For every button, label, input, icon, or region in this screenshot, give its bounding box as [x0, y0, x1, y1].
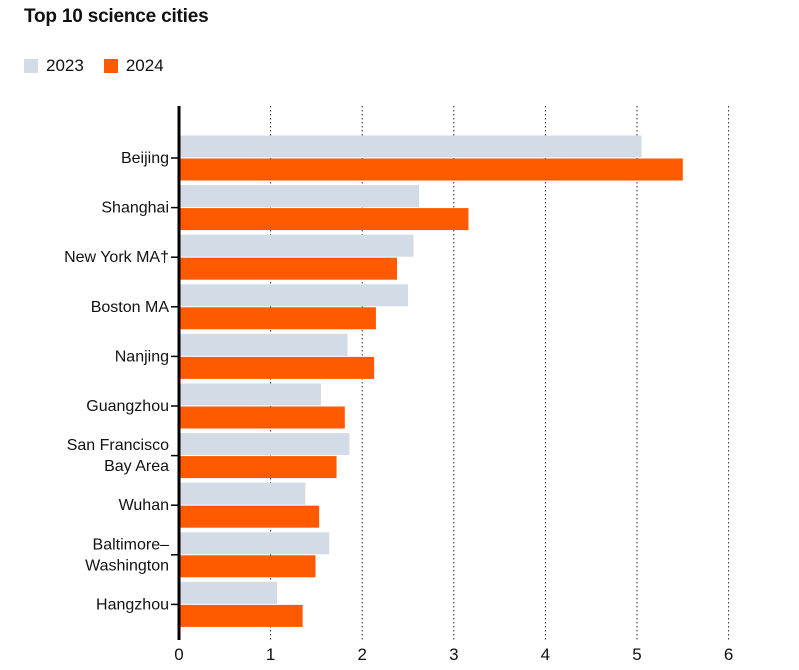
legend-label-2023: 2023: [46, 56, 84, 75]
legend-item-2023: 2023: [24, 56, 84, 76]
category-label-9: Hangzhou: [96, 596, 169, 613]
bar-2024-1: [179, 208, 469, 231]
bar-2023-3: [179, 284, 408, 307]
x-tick-label-4: 4: [541, 645, 550, 664]
bar-2023-1: [179, 185, 419, 208]
x-tick-label-1: 1: [266, 645, 275, 664]
category-label-7: Wuhan: [119, 497, 169, 514]
legend-swatch-2024: [103, 59, 118, 73]
x-tick-label-3: 3: [449, 645, 458, 664]
category-label-2: New York MA†: [64, 249, 169, 266]
x-tick-label-6: 6: [724, 645, 733, 664]
chart-title: Top 10 science cities: [24, 6, 209, 27]
bar-2024-5: [179, 406, 345, 429]
bar-2024-8: [179, 555, 316, 578]
bar-2023-7: [179, 482, 306, 505]
category-label-0: Beijing: [121, 150, 169, 167]
bar-2024-9: [179, 604, 303, 627]
category-label-3: Boston MA: [91, 299, 170, 316]
category-label-5: Guangzhou: [86, 398, 169, 415]
bar-2024-7: [179, 505, 320, 528]
x-tick-label-2: 2: [357, 645, 366, 664]
bar-2023-6: [179, 433, 350, 456]
bar-2023-8: [179, 532, 330, 555]
legend-swatch-2023: [24, 59, 38, 73]
bar-2023-5: [179, 383, 321, 406]
category-label-6: San Francisco Bay Area: [67, 437, 169, 475]
legend-label-2024: 2024: [125, 56, 164, 75]
bar-2023-9: [179, 581, 278, 604]
bar-2023-2: [179, 234, 414, 257]
bar-2024-0: [179, 158, 683, 181]
bar-2024-3: [179, 307, 376, 330]
legend-item-2024: 2024: [103, 56, 164, 76]
legend: 2023 2024: [24, 56, 184, 76]
bar-2024-6: [179, 456, 337, 479]
category-label-8: Baltimore– Washington: [85, 536, 169, 574]
category-label-1: Shanghai: [101, 200, 169, 217]
bar-2023-4: [179, 333, 348, 356]
category-label-4: Nanjing: [115, 348, 169, 365]
bar-2023-0: [179, 135, 642, 158]
x-tick-label-5: 5: [632, 645, 641, 664]
bar-2024-2: [179, 257, 398, 280]
x-tick-label-0: 0: [174, 645, 183, 664]
bar-2024-4: [179, 356, 375, 379]
